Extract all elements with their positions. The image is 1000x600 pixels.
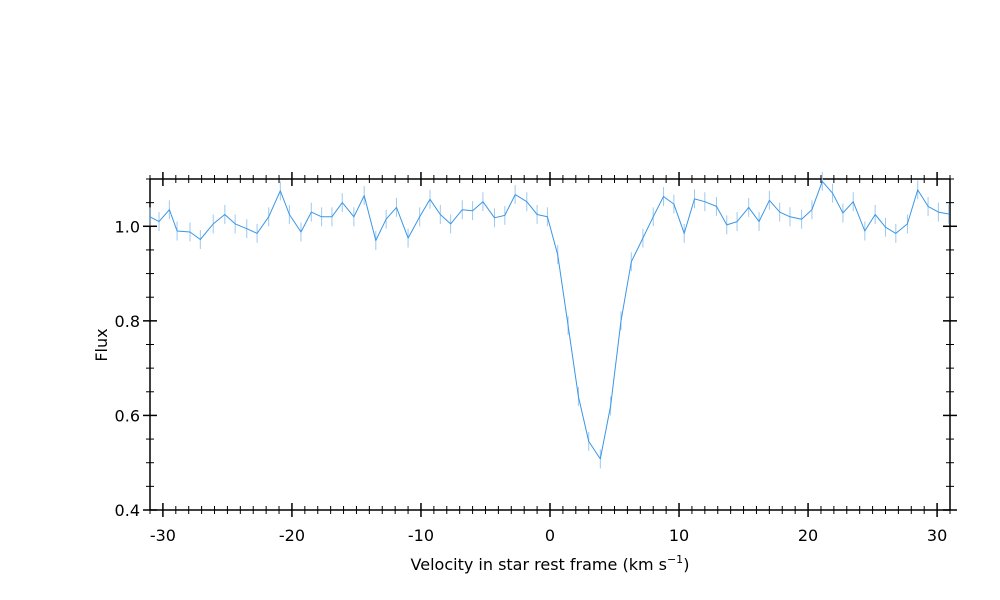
x-tick-label-2: -10 xyxy=(408,526,434,545)
x-tick-label-1: -20 xyxy=(279,526,305,545)
y-axis-title: Flux xyxy=(92,328,111,361)
series-group xyxy=(149,180,949,460)
x-tick-label-0: -30 xyxy=(150,526,176,545)
x-tick-label-6: 30 xyxy=(927,526,947,545)
axis-tick-labels: -30 -20 -10 0 10 20 30 0.4 0.6 0.8 1.0 xyxy=(115,217,948,545)
x-tick-label-3: 0 xyxy=(545,526,555,545)
series-line-0 xyxy=(149,180,949,460)
y-tick-label-0: 0.4 xyxy=(115,501,140,520)
axis-ticks xyxy=(143,172,957,517)
y-tick-label-3: 1.0 xyxy=(115,217,140,236)
x-tick-label-4: 10 xyxy=(669,526,689,545)
y-tick-label-2: 0.8 xyxy=(115,312,140,331)
x-axis-title: Velocity in star rest frame (km s−1) xyxy=(411,553,690,574)
x-tick-label-5: 20 xyxy=(798,526,818,545)
y-tick-label-1: 0.6 xyxy=(115,406,140,425)
